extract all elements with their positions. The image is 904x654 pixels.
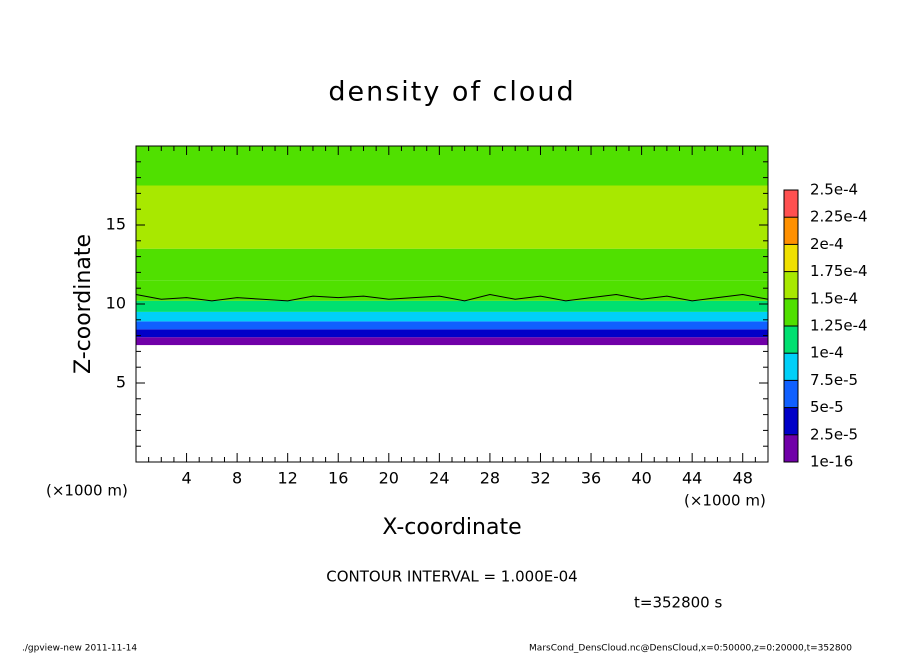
x-tick-label: 20 [379,469,399,488]
x-unit-label: (×1000 m) [684,492,766,510]
y-tick-label: 5 [116,373,126,392]
colorbar-label: 2e-4 [810,235,844,253]
field-band [136,321,768,330]
colorbar-label: 5e-5 [810,398,844,416]
x-tick-label: 8 [232,469,242,488]
x-tick-label: 48 [733,469,753,488]
field-band [136,329,768,338]
colorbar-label: 2.25e-4 [810,208,868,226]
colorbar-swatch [784,434,798,462]
x-axis-label: X-coordinate [382,515,521,540]
x-tick-label: 32 [530,469,550,488]
colorbar-label: 1.75e-4 [810,262,868,280]
colorbar-label: 1.25e-4 [810,317,868,335]
colorbar-label: 1e-4 [810,344,844,362]
colorbar-swatch [784,271,798,299]
field-band [136,146,768,186]
y-axis-label: Z-coordinate [71,234,96,374]
colorbar-swatch [784,353,798,381]
x-tick-label: 4 [181,469,191,488]
colorbar-swatch [784,190,798,218]
colorbar-label: 1e-16 [810,453,853,471]
x-tick-label: 24 [429,469,449,488]
x-tick-label: 44 [682,469,702,488]
colorbar-swatch [784,244,798,272]
contour-interval: CONTOUR INTERVAL = 1.000E-04 [326,568,577,586]
colorbar-label: 7.5e-5 [810,371,858,389]
field-band [136,185,768,249]
colorbar-swatch [784,217,798,245]
footer-right: MarsCond_DensCloud.nc@DensCloud,x=0:5000… [529,644,852,654]
x-tick-label: 36 [581,469,601,488]
colorbar-label: 2.5e-4 [810,181,858,199]
x-tick-label: 12 [278,469,298,488]
field-band [136,300,768,312]
colorbar-label: 1.5e-4 [810,289,858,307]
x-tick-label: 28 [480,469,500,488]
field-band [136,337,768,346]
x-tick-label: 16 [328,469,348,488]
chart-title: density of cloud [328,77,575,108]
contour-line [135,294,769,302]
y-tick-label: 10 [106,294,126,313]
colorbar-swatch [784,380,798,408]
footer-left: ./gpview-new 2011-11-14 [22,644,137,654]
x-unit-label: (×1000 m) [46,482,128,500]
colorbar-swatch [784,298,798,326]
colorbar-swatch [784,407,798,435]
colorbar-label: 2.5e-5 [810,425,858,443]
time-label: t=352800 s [634,594,722,612]
y-tick-label: 15 [106,215,126,234]
field-band [136,311,768,322]
field-band [136,248,768,281]
colorbar-swatch [784,326,798,354]
x-tick-label: 40 [631,469,651,488]
